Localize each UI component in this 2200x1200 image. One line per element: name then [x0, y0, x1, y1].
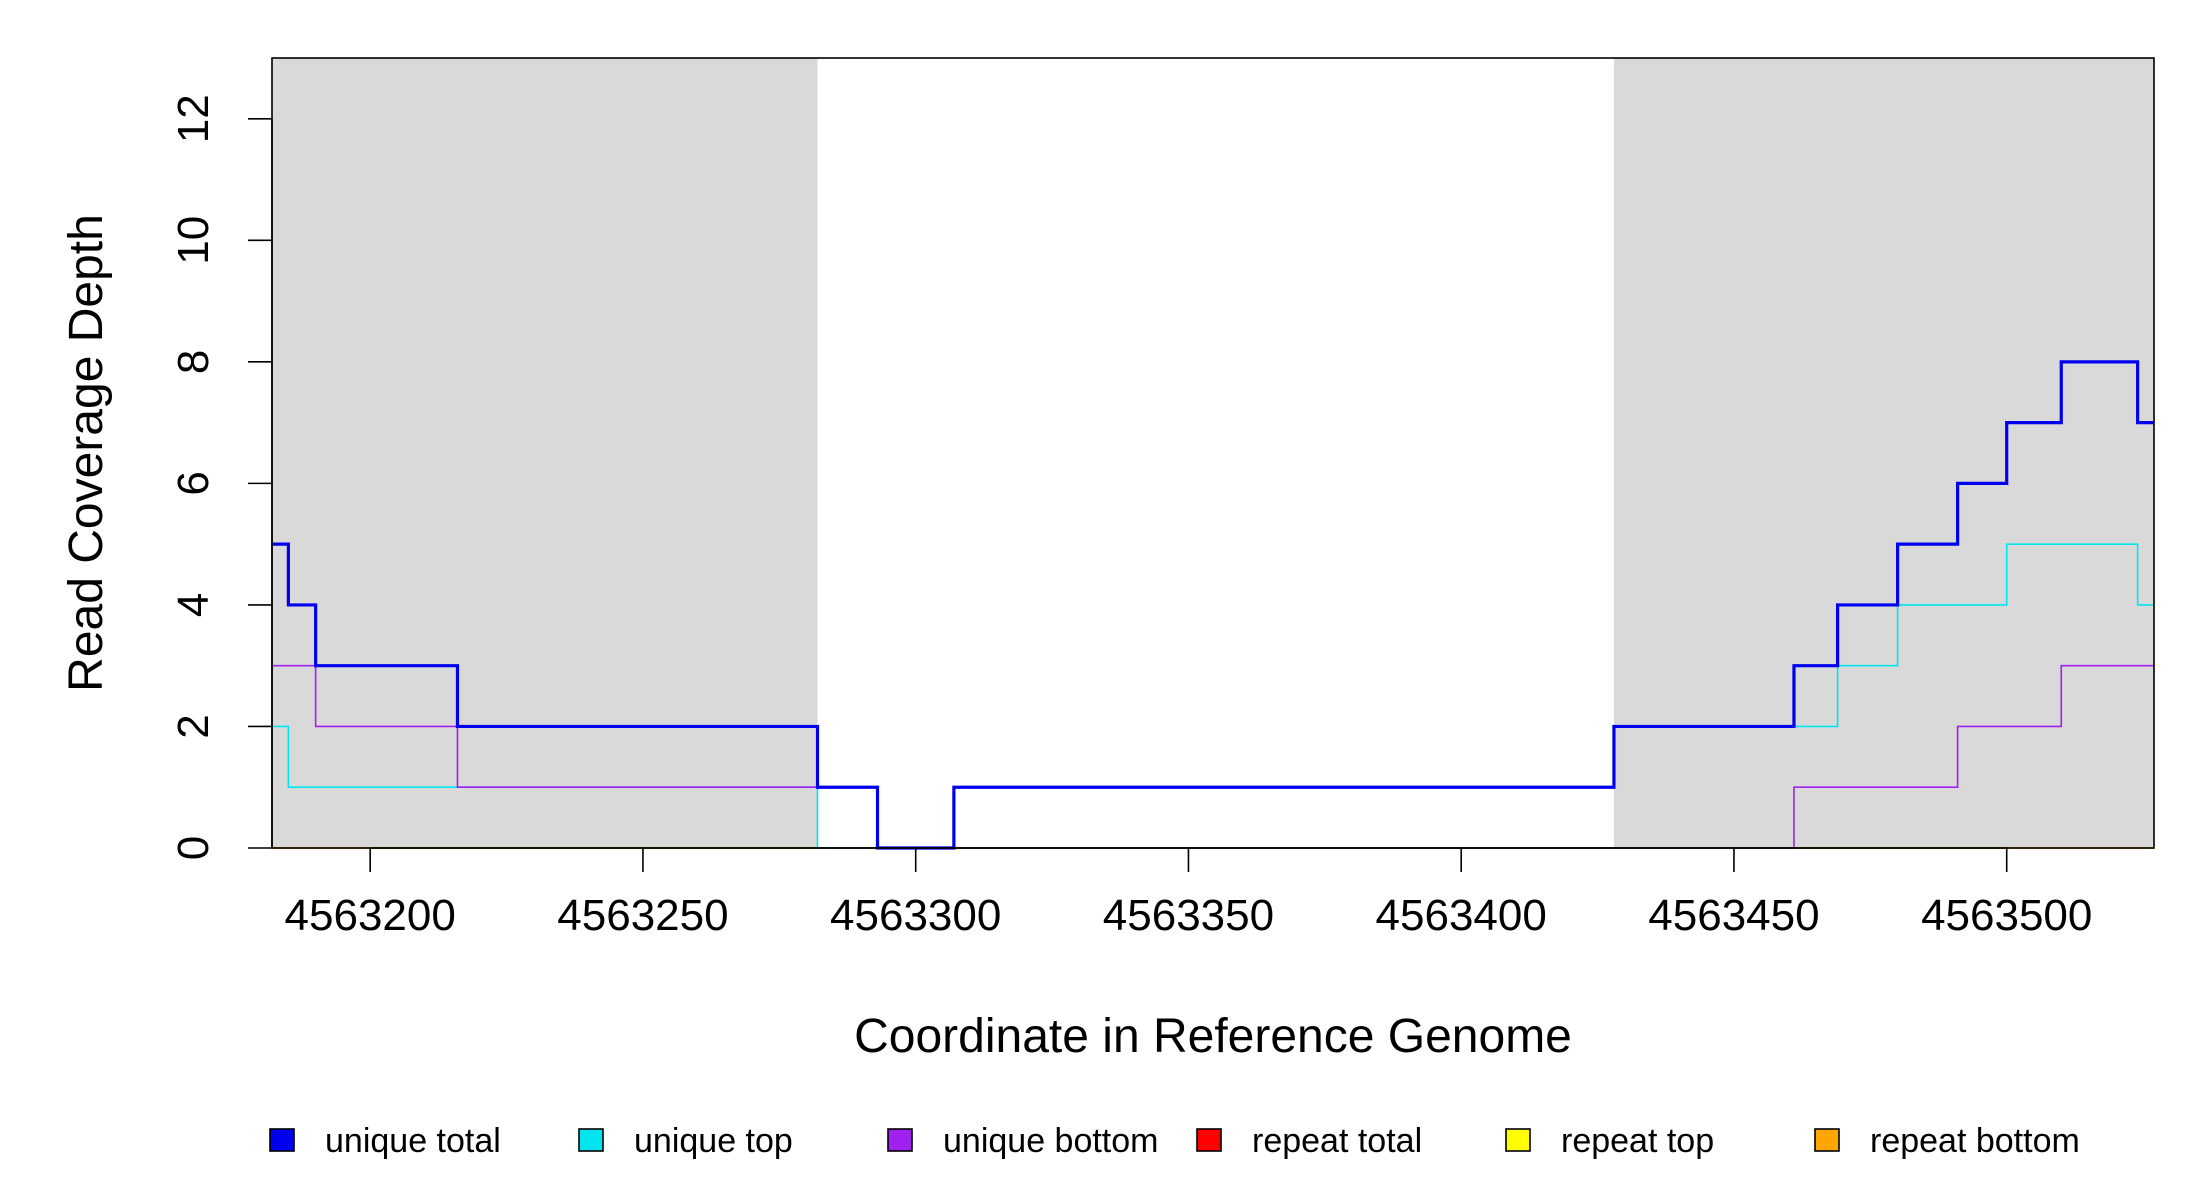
shaded-region-1: [1613, 58, 2154, 848]
series-line-unique-total: [272, 360, 2154, 850]
y-tick-label: 6: [169, 471, 218, 495]
x-tick-label: 4563200: [285, 891, 456, 940]
shaded-regions: [272, 58, 2154, 848]
legend-swatch-repeat-top: [1505, 1128, 1531, 1152]
x-tick-label: 4563400: [1376, 891, 1547, 940]
y-tick-label: 4: [169, 593, 218, 617]
legend: unique total unique top unique bottom repea…: [269, 1122, 2080, 1160]
y-tick-label: 0: [169, 836, 218, 860]
x-tick-label: 4563450: [1648, 891, 1819, 940]
axes: 4563200 4563250 4563300 4563350 4563400 45634…: [169, 94, 2092, 940]
x-axis-title: Coordinate in Reference Genome: [854, 1010, 1572, 1063]
x-tick-label: 4563250: [557, 891, 728, 940]
legend-swatch-repeat-total: [1196, 1128, 1222, 1152]
legend-swatch-unique-total: [269, 1128, 295, 1152]
legend-label-repeat-bottom: repeat bottom: [1870, 1122, 2080, 1160]
y-tick-label: 8: [169, 350, 218, 374]
legend-label-unique-total: unique total: [325, 1122, 501, 1160]
legend-label-unique-top: unique top: [634, 1122, 793, 1160]
x-tick-label: 4563350: [1103, 891, 1274, 940]
legend-swatch-unique-top: [578, 1128, 604, 1152]
x-tick-label: 4563300: [830, 891, 1001, 940]
y-tick-label: 12: [169, 94, 218, 143]
legend-swatch-unique-bottom: [887, 1128, 913, 1152]
x-tick-label: 4563500: [1921, 891, 2092, 940]
legend-label-repeat-top: repeat top: [1561, 1122, 1714, 1160]
shaded-region-0: [272, 58, 818, 848]
y-axis-title: Read Coverage Depth: [60, 214, 113, 692]
legend-swatch-repeat-bottom: [1814, 1128, 1840, 1152]
legend-label-unique-bottom: unique bottom: [943, 1122, 1159, 1160]
legend-label-repeat-total: repeat total: [1252, 1122, 1422, 1160]
y-tick-label: 2: [169, 714, 218, 738]
y-tick-label: 10: [169, 216, 218, 265]
